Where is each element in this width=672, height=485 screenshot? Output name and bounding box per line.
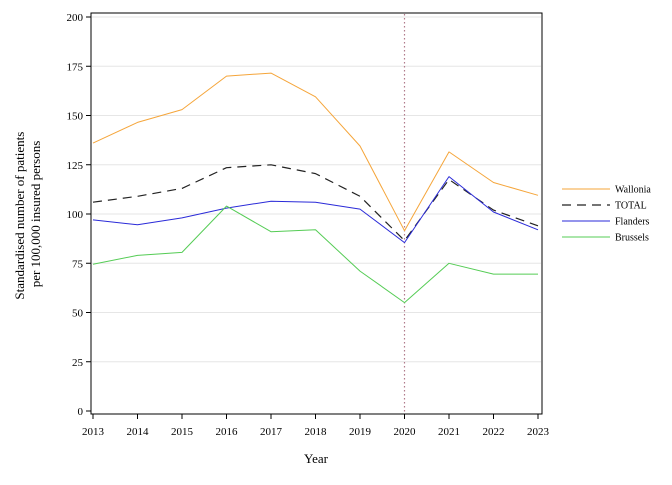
x-tick-label-2019: 2019 [349,426,372,438]
y-axis-title-line-1: Standardised number of patients [12,132,27,300]
legend-label-total: TOTAL [615,201,647,212]
axis-layer: 0 25 50 75 100 125 150 175 200 2013 2014 2015 2016 20… [67,12,550,438]
y-tick-label-0: 0 [78,406,84,418]
x-tick-label-2016: 2016 [216,426,239,438]
y-tick-label-175: 175 [67,61,84,73]
x-tick-label-2018: 2018 [305,426,328,438]
x-tick-label-2017: 2017 [260,426,283,438]
series-line-flanders [92,176,539,244]
legend: Wallonia TOTAL Flanders Brussels [562,185,651,244]
legend-label-wallonia: Wallonia [615,185,651,196]
series-layer [92,72,539,304]
series-line-total [92,164,539,242]
series-line-brussels [92,205,538,304]
x-tick-label-2014: 2014 [127,426,150,438]
y-axis-title: Standardised number of patients per 100,… [12,128,43,299]
y-tick-label-150: 150 [67,111,84,123]
legend-label-flanders: Flanders [615,217,650,228]
x-tick-label-2015: 2015 [171,426,194,438]
y-tick-label-200: 200 [67,12,84,24]
y-tick-label-25: 25 [72,357,84,369]
y-tick-label-125: 125 [67,160,84,172]
x-tick-label-2013: 2013 [82,426,105,438]
y-tick-label-50: 50 [72,308,84,320]
y-tick-label-75: 75 [72,258,84,270]
x-tick-label-2020: 2020 [394,426,417,438]
y-axis-title-line-2: per 100,000 insured persons [28,141,43,288]
x-tick-label-2023: 2023 [527,426,550,438]
y-tick-label-100: 100 [67,209,84,221]
grid-layer [92,16,541,363]
x-tick-label-2021: 2021 [438,426,460,438]
x-axis-title: Year [304,451,329,466]
legend-label-brussels: Brussels [615,233,649,244]
x-tick-label-2022: 2022 [483,426,505,438]
series-line-wallonia [92,72,539,232]
